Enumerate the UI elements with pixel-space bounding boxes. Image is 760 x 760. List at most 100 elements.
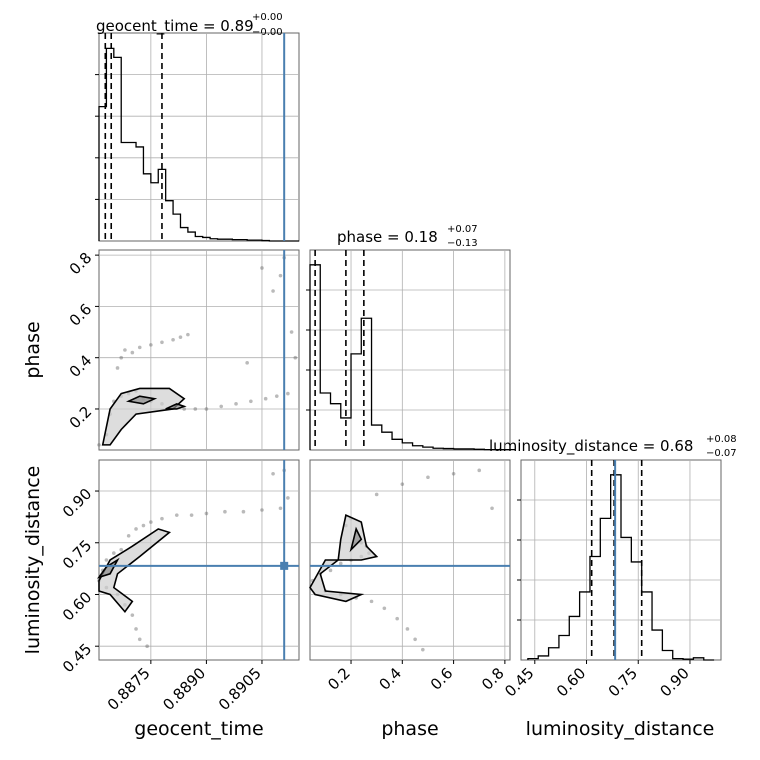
ylabel-phase: phase — [22, 321, 44, 378]
scatter-point — [249, 399, 253, 404]
scatter-point — [382, 606, 387, 611]
panel-frame — [98, 459, 300, 661]
contour-level — [98, 528, 172, 614]
scatter-point — [174, 513, 179, 517]
scatter-point — [421, 647, 425, 652]
scatter-point — [186, 332, 190, 337]
scatter-point — [219, 404, 224, 409]
scatter-point — [477, 468, 482, 473]
scatter-point — [171, 337, 175, 342]
y-tick-label: 0.75 — [59, 536, 95, 572]
panel-frame — [309, 249, 511, 451]
scatter-point — [160, 516, 164, 521]
panel-frame — [98, 249, 300, 451]
x-tick-label: 0.60 — [553, 664, 589, 700]
scatter-point — [400, 482, 405, 486]
panel-phase-vs-geocent-time — [98, 249, 300, 451]
scatter-point — [182, 407, 186, 411]
x-tick-label: 0.45 — [501, 664, 537, 700]
scatter-point — [263, 396, 268, 401]
scatter-point — [134, 527, 138, 531]
panel-luminosity-vs-geocent-time — [98, 459, 300, 661]
x-tick-label: 0.2 — [324, 664, 354, 694]
scatter-point — [160, 340, 164, 345]
contour-level — [165, 402, 187, 410]
scatter-point — [123, 348, 127, 352]
scatter-point — [119, 355, 124, 360]
y-tick-label: 0.45 — [59, 640, 95, 676]
contour-level — [349, 526, 363, 553]
panel-frame — [520, 459, 722, 661]
histogram-phase — [309, 264, 516, 451]
title-phase-lower: −0.13 — [447, 238, 478, 249]
scatter-point — [451, 471, 456, 476]
contour-level — [125, 395, 158, 405]
histogram-geocent-time — [98, 47, 299, 242]
scatter-point — [204, 511, 209, 516]
y-tick-label: 0.4 — [66, 351, 96, 381]
scatter-point — [369, 599, 374, 604]
scatter-point — [278, 273, 283, 278]
scatter-point — [260, 266, 264, 270]
scatter-point — [137, 637, 142, 642]
scatter-point — [426, 475, 430, 480]
ylabel-luminosity-distance: luminosity_distance — [22, 466, 44, 655]
scatter-point — [338, 561, 343, 566]
title-geocent-time-lower: −0.00 — [252, 27, 283, 38]
contour-level — [309, 514, 379, 603]
panel-geocent-time-hist: geocent_time = 0.89 +0.00 −0.00 — [96, 12, 300, 242]
scatter-point — [289, 330, 294, 334]
title-luminosity-distance: luminosity_distance = 0.68 — [489, 437, 693, 456]
title-luminosity-distance-upper: +0.08 — [706, 434, 737, 445]
scatter-point — [178, 335, 183, 339]
scatter-point — [189, 513, 194, 517]
x-tick-label: 0.6 — [427, 664, 457, 694]
scatter-point — [223, 509, 227, 514]
xlabel-geocent-time: geocent_time — [134, 718, 263, 740]
scatter-point — [374, 492, 379, 497]
scatter-point — [271, 289, 275, 293]
title-geocent-time-upper: +0.00 — [252, 12, 283, 23]
panel-luminosity-hist: luminosity_distance = 0.68 +0.08 −0.07 — [489, 434, 737, 661]
y-tick-label: 0.90 — [59, 485, 95, 521]
scatter-point — [204, 407, 209, 411]
panel-luminosity-vs-phase — [309, 459, 511, 661]
title-phase: phase = 0.18 — [337, 228, 438, 246]
xlabel-phase: phase — [381, 718, 438, 740]
title-luminosity-distance-lower: −0.07 — [706, 448, 737, 459]
y-tick-label: 0.6 — [66, 300, 96, 330]
scatter-point — [293, 355, 298, 360]
x-tick-label: 0.8905 — [215, 664, 265, 714]
scatter-point — [137, 345, 142, 350]
scatter-point — [278, 506, 283, 511]
y-tick-label: 0.60 — [59, 588, 95, 624]
scatter-point — [241, 509, 246, 514]
panel-frame — [98, 32, 300, 242]
scatter-point — [245, 361, 249, 365]
histogram-luminosity-distance — [527, 474, 715, 661]
scatter-point — [405, 627, 410, 631]
panel-phase-hist: phase = 0.18 +0.07 −0.13 — [309, 224, 511, 451]
scatter-point — [104, 558, 109, 562]
scatter-point — [328, 568, 333, 573]
xlabel-luminosity-distance: luminosity_distance — [526, 718, 715, 740]
scatter-point — [112, 551, 116, 555]
scatter-point — [234, 402, 238, 406]
scatter-point — [149, 343, 153, 347]
scatter-point — [193, 407, 198, 411]
x-tick-label: 0.4 — [376, 664, 406, 694]
scatter-point — [149, 520, 153, 524]
y-tick-label: 0.2 — [66, 403, 96, 433]
scatter-point — [260, 508, 264, 512]
scatter-point — [490, 506, 494, 511]
panel-frame — [309, 459, 511, 661]
scatter-point — [119, 547, 124, 552]
contour-level — [101, 387, 186, 446]
scatter-point — [274, 394, 279, 398]
title-geocent-time: geocent_time = 0.89 — [96, 17, 254, 36]
injection-marker — [280, 561, 289, 570]
scatter-point — [134, 627, 138, 631]
scatter-point — [286, 391, 290, 396]
scatter-point — [395, 616, 399, 621]
